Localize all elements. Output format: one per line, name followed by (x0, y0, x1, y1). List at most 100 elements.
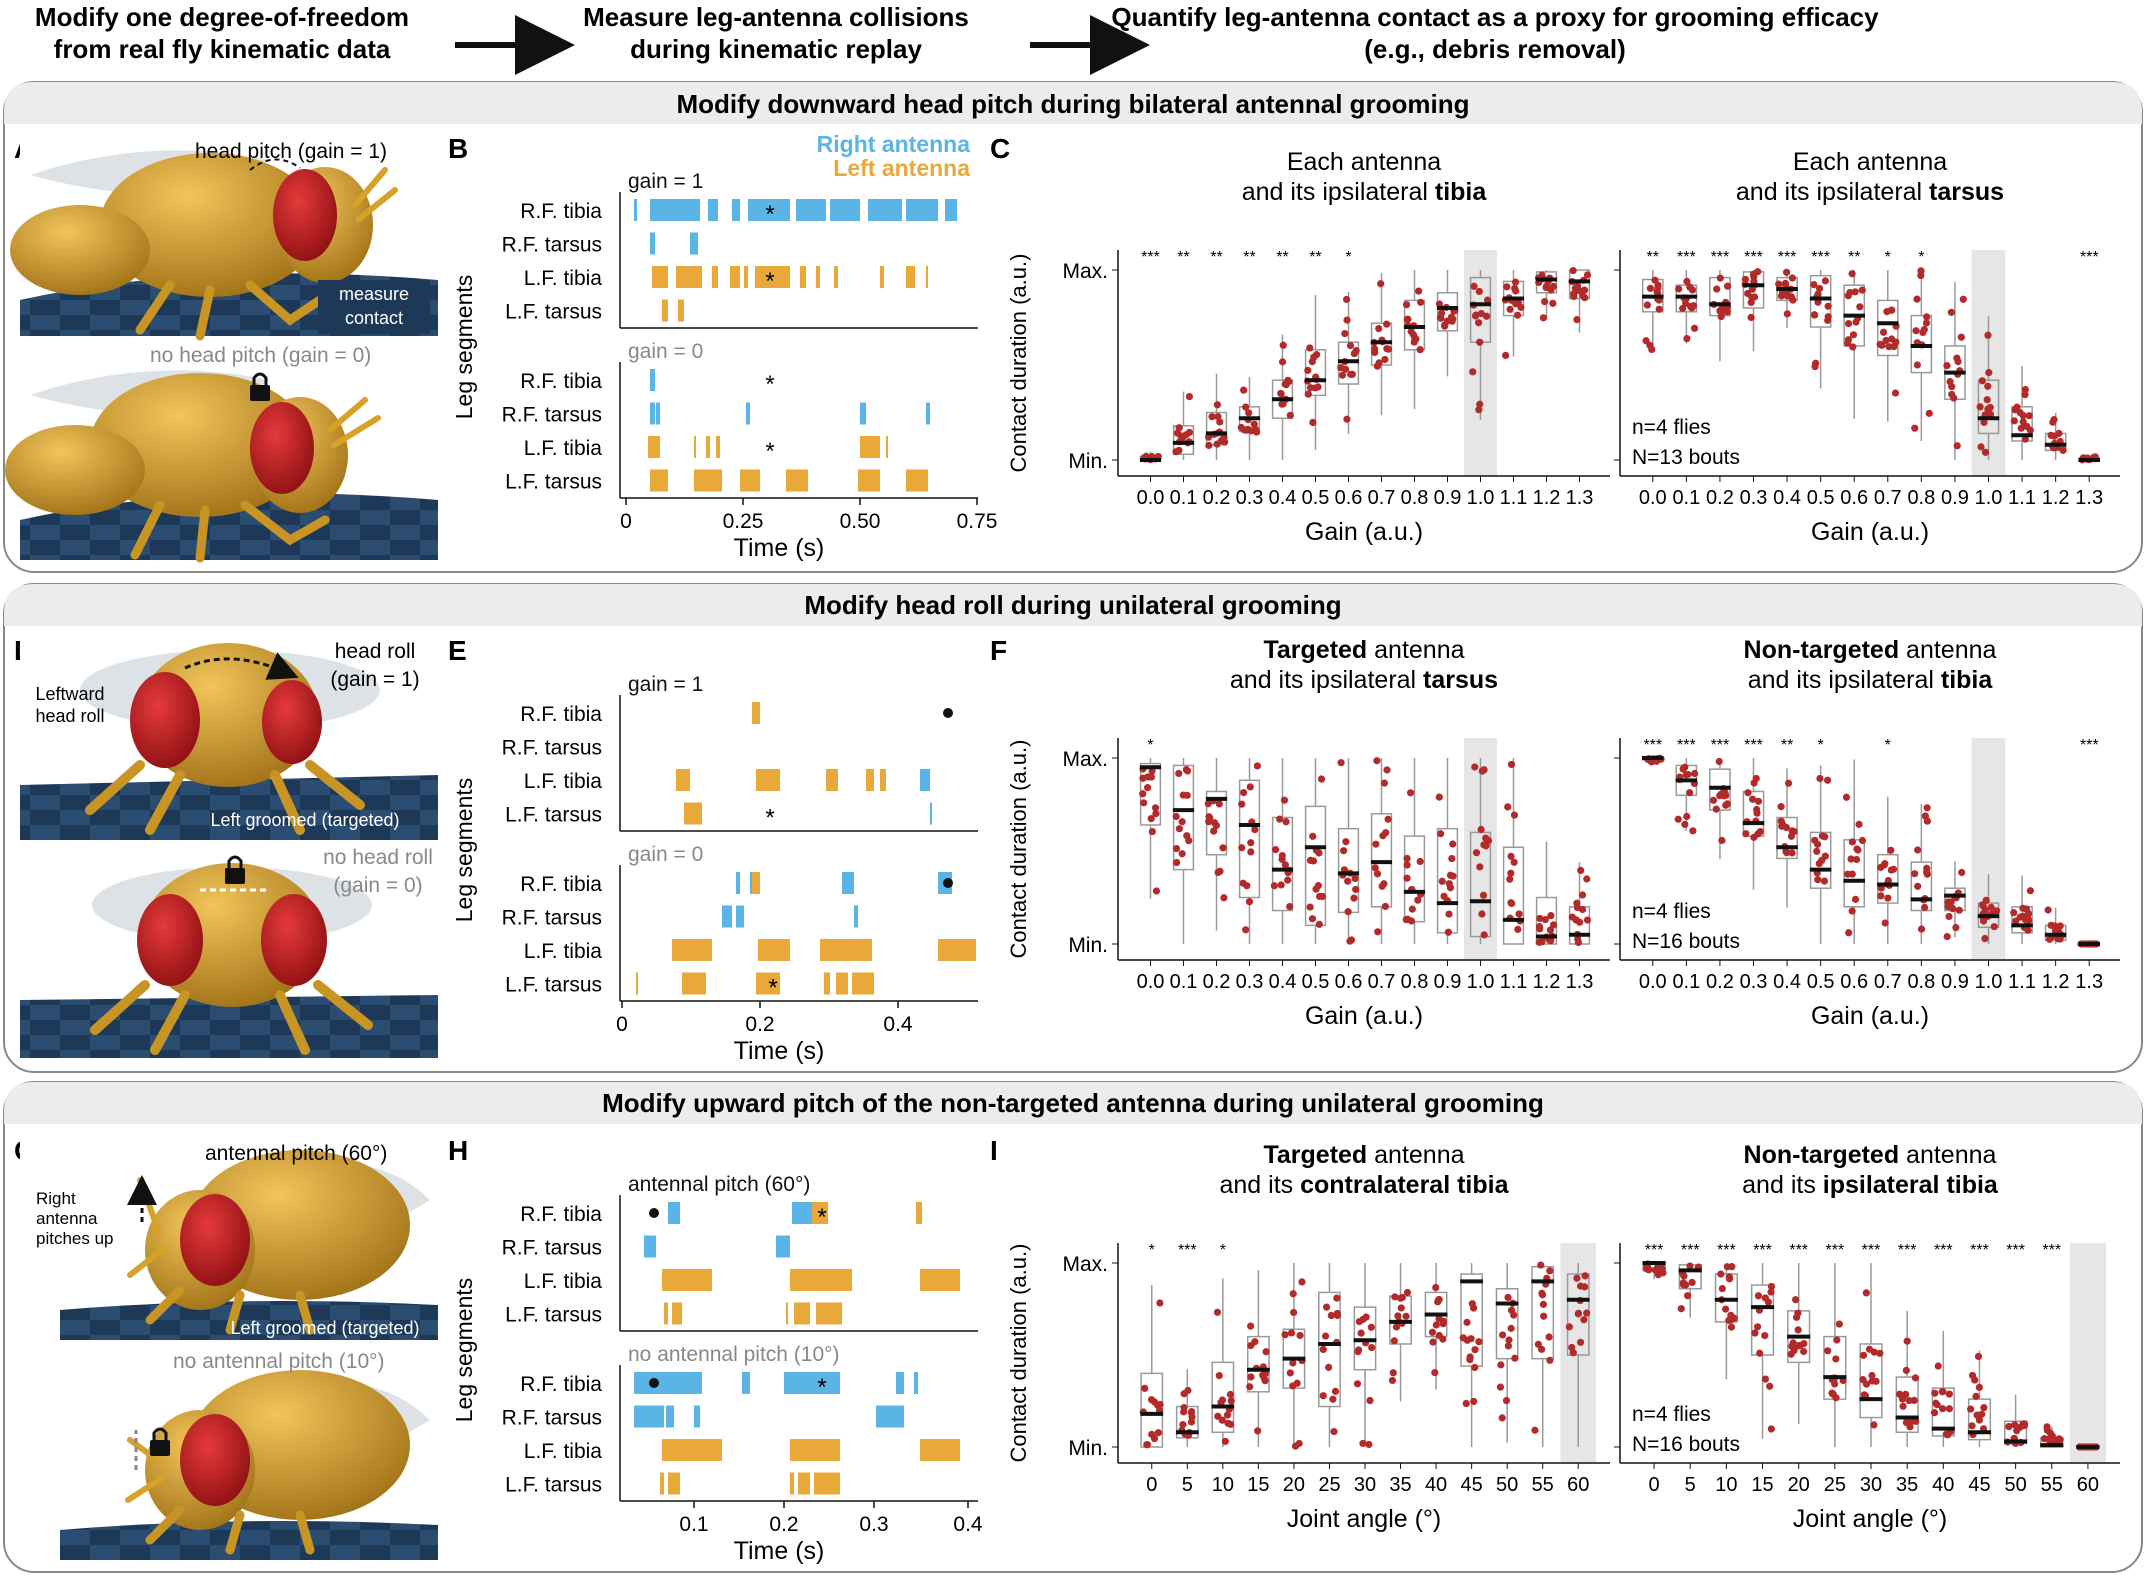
data-point (1415, 287, 1423, 295)
data-point (1535, 922, 1544, 931)
significance-star: * (765, 805, 774, 832)
data-point (2050, 416, 2058, 424)
xtick-label: 20 (1283, 1474, 1305, 1496)
data-point (1718, 1284, 1726, 1293)
raster-xlabel: Time (s) (734, 1037, 825, 1065)
significance-marker: * (1918, 249, 1924, 266)
data-point (1338, 371, 1347, 379)
data-point (1848, 870, 1856, 878)
raster-bar (914, 1372, 918, 1394)
significance-marker: *** (1753, 1242, 1772, 1259)
xtick-label: 1.2 (2042, 487, 2070, 509)
data-point (1766, 1382, 1774, 1390)
data-point (1414, 896, 1422, 904)
data-point (1688, 1278, 1696, 1287)
data-point (1820, 877, 1829, 885)
data-point (1503, 283, 1511, 291)
raster-bar (650, 199, 700, 221)
data-point (1394, 1312, 1402, 1320)
data-point (1775, 280, 1783, 288)
xtick-label: 0.3 (1740, 971, 1768, 993)
xtick-label: 0.2 (1706, 971, 1734, 993)
raster-bar (860, 402, 866, 425)
raster-bar (812, 1202, 828, 1224)
data-point (1366, 1396, 1374, 1405)
data-point (1281, 1331, 1289, 1339)
xtick-label: 0.4 (1269, 971, 1297, 993)
significance-marker: ** (1848, 249, 1860, 266)
significance-marker: *** (1141, 249, 1160, 266)
d-side-label-line1: Leftward (35, 684, 104, 704)
data-point (1286, 1369, 1294, 1377)
xtick-label: 0.3 (1236, 487, 1264, 509)
raster-bar (930, 802, 932, 825)
data-point (1684, 1292, 1692, 1300)
data-point (1577, 866, 1585, 875)
data-point (1180, 1404, 1188, 1412)
data-point (1497, 1361, 1505, 1369)
significance-marker: *** (1681, 1242, 1700, 1259)
boxplot-title-line1: Targeted antenna (1263, 636, 1464, 664)
title-fragment: Non-targeted (1744, 1141, 1900, 1169)
d-side-label-line2: head roll (35, 706, 104, 726)
xtick-label: 0.6 (1335, 487, 1363, 509)
data-point (1416, 857, 1424, 866)
significance-marker: *** (1744, 249, 1763, 266)
data-point (1511, 278, 1520, 286)
data-point (1642, 337, 1650, 345)
data-point (1891, 389, 1900, 397)
data-point (1691, 769, 1699, 778)
g-side-label-line3: pitches up (36, 1229, 114, 1248)
boxplot-title-line2: and its ipsilateral tibia (1742, 1171, 1999, 1199)
data-point (1482, 312, 1491, 320)
raster-bar (880, 266, 884, 288)
data-point (1783, 310, 1791, 318)
panel-letter-i: I (990, 1135, 998, 1166)
data-point (1761, 1331, 1769, 1340)
data-point (1990, 923, 1998, 931)
data-point (1506, 875, 1514, 883)
data-point (1510, 858, 1518, 866)
data-point (1381, 902, 1389, 911)
data-point (1845, 929, 1853, 937)
data-point (1504, 803, 1512, 811)
data-point (1344, 908, 1352, 916)
data-point (1435, 1331, 1443, 1340)
data-point (1290, 1308, 1298, 1317)
raster-bar (634, 1405, 664, 1428)
data-point (1547, 912, 1555, 920)
raster-tick-label: 0.4 (953, 1513, 983, 1536)
boxplot-title-line2: and its contralateral tibia (1219, 1171, 1509, 1199)
data-point (1800, 1347, 1808, 1356)
data-point (1654, 1271, 1662, 1279)
data-point (1823, 776, 1832, 784)
raster-row-label: R.F. tarsus (502, 234, 602, 257)
data-point (1286, 411, 1294, 419)
data-point (1205, 441, 1213, 450)
data-point (1403, 1288, 1412, 1297)
data-point (1308, 915, 1317, 923)
box (1304, 805, 1327, 927)
data-point (1247, 427, 1255, 435)
data-point (1506, 305, 1514, 313)
data-point (1287, 1329, 1296, 1337)
data-point (1510, 1311, 1518, 1319)
data-point (1151, 804, 1160, 812)
data-point (1444, 928, 1453, 936)
raster-bar (756, 769, 780, 791)
boxplot-title-line2: and its ipsilateral tarsus (1736, 178, 2004, 206)
header: Modify one degree-of-freedom from real f… (35, 2, 1879, 75)
data-point (1985, 369, 1993, 377)
data-point (1934, 1362, 1942, 1370)
raster-bar (816, 266, 820, 288)
data-point (1445, 910, 1453, 918)
data-point (1923, 870, 1931, 878)
data-point (1788, 827, 1796, 835)
data-point (1844, 319, 1853, 328)
boxplot-xlabel: Gain (a.u.) (1305, 518, 1423, 546)
xtick-label: 0.7 (1368, 971, 1396, 993)
data-point (1835, 1320, 1843, 1328)
data-point (1848, 907, 1856, 915)
raster-panel-e: gain = 1 R.F. tibia R.F. tarsus L.F. tibia L… (451, 673, 978, 1065)
title-fragment: Non-targeted (1744, 636, 1900, 664)
